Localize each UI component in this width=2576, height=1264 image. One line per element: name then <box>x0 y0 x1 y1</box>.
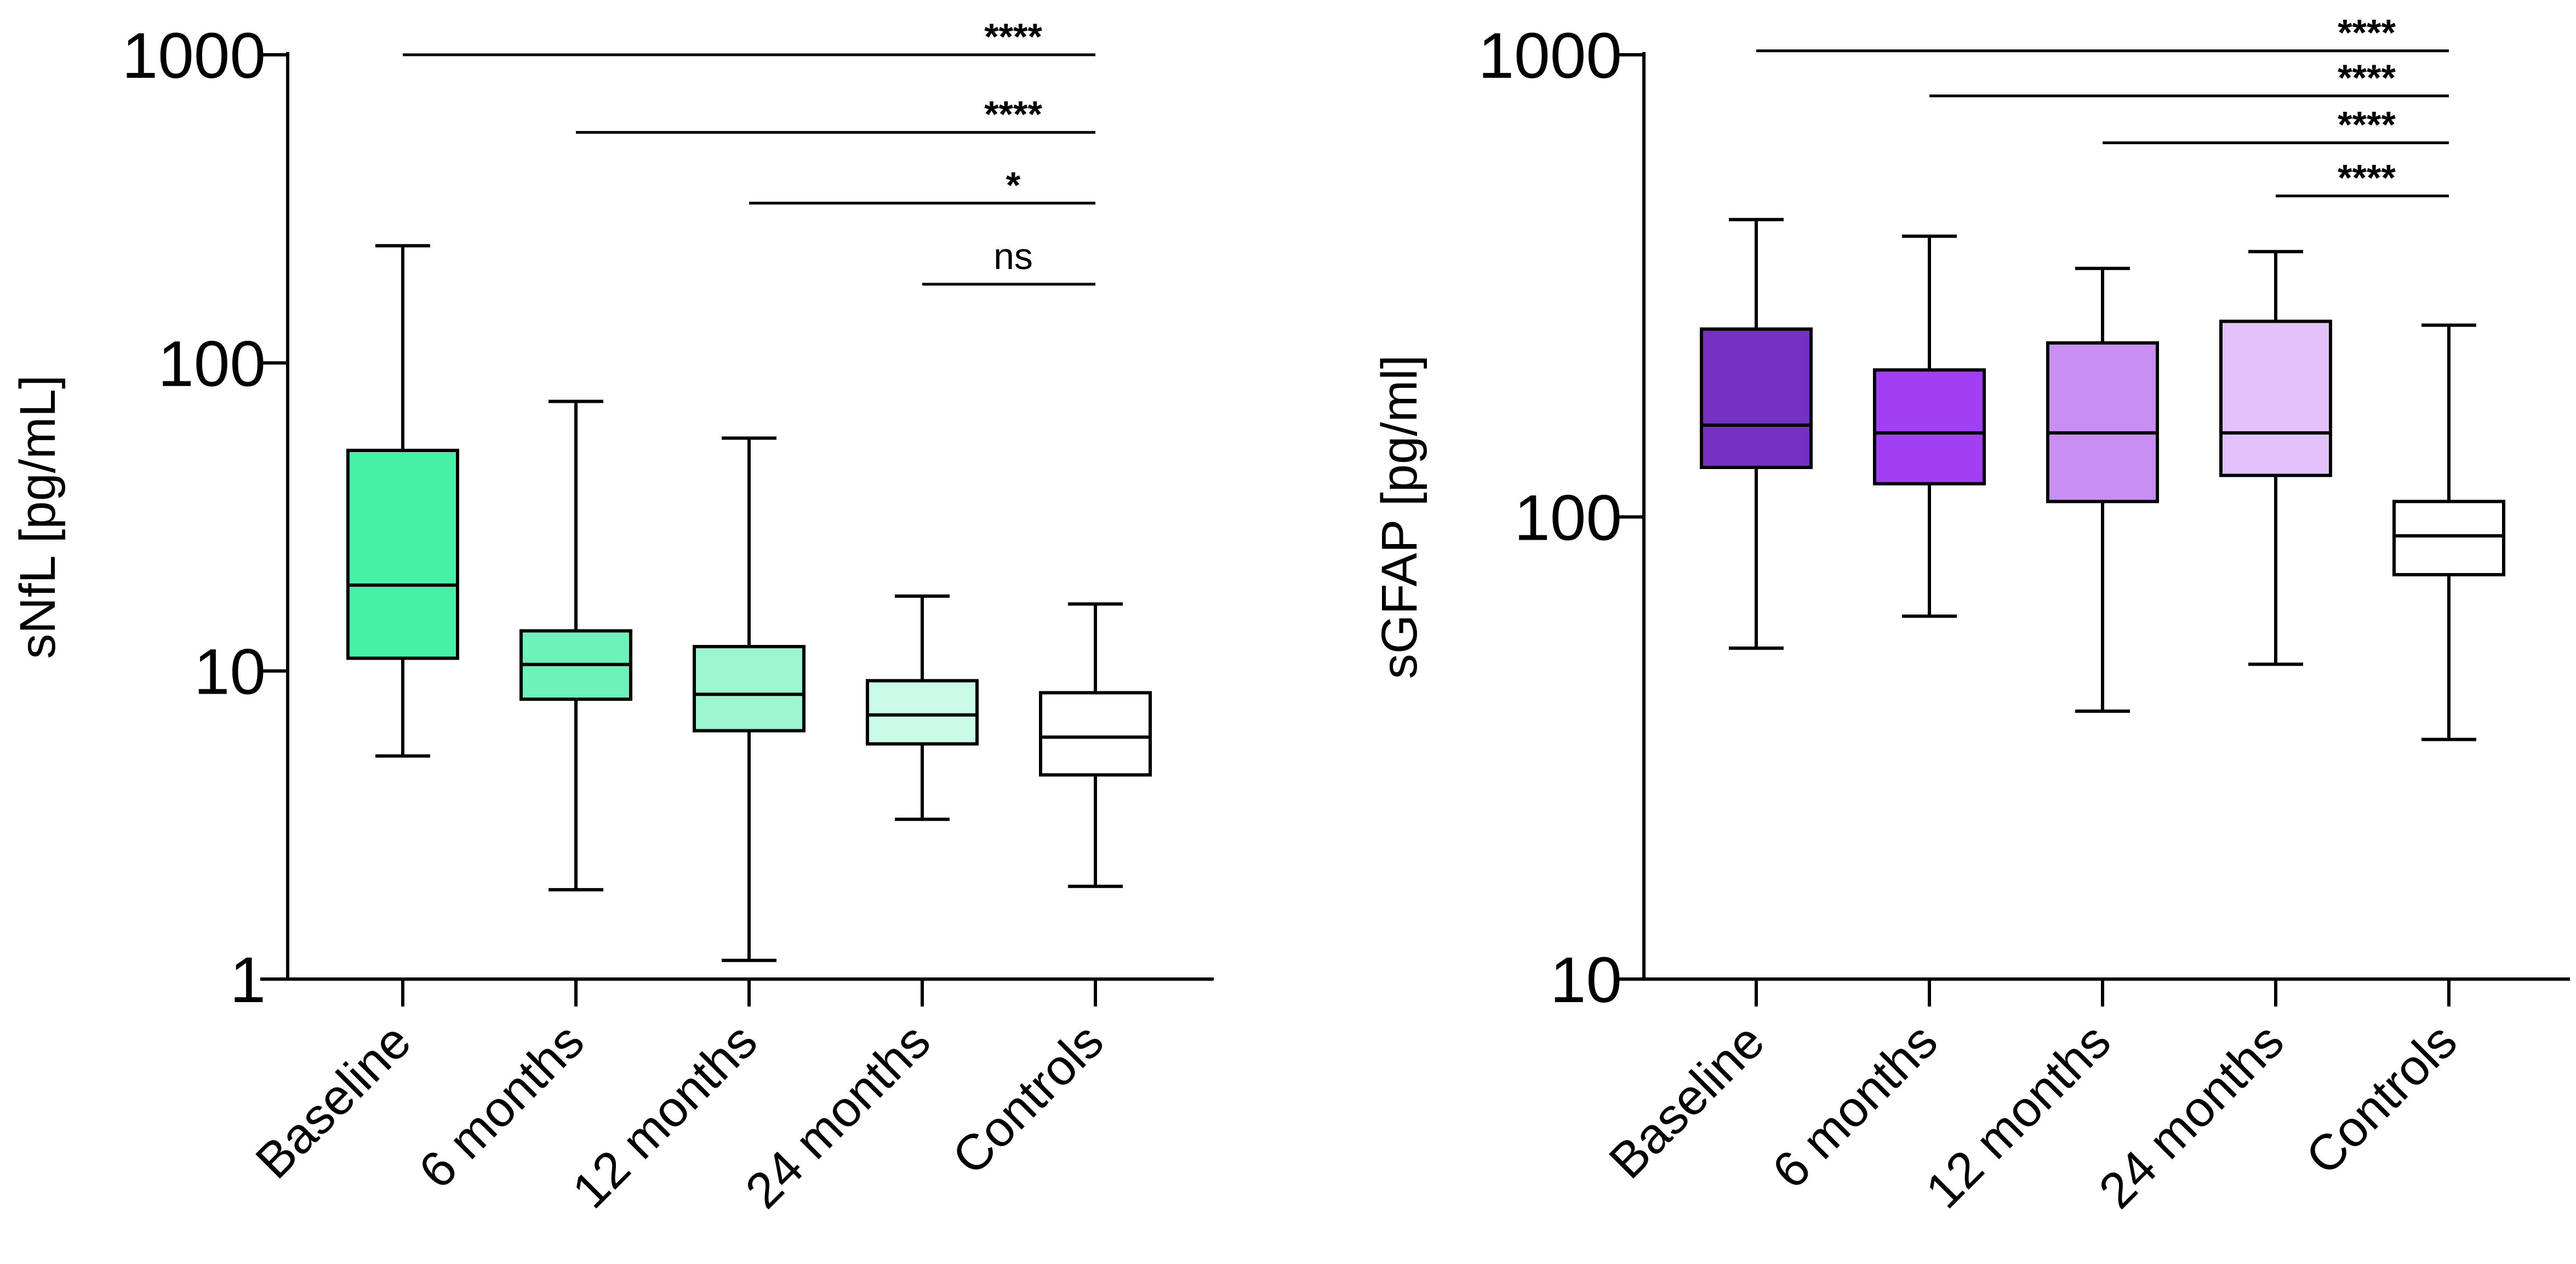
x-category-label: 6 months <box>1762 1013 1948 1199</box>
significance-label: **** <box>2338 104 2396 146</box>
significance-label: ns <box>993 236 1033 277</box>
y-tick-label: 1000 <box>122 20 266 92</box>
iqr-box <box>693 645 806 733</box>
iqr-box <box>2392 500 2505 576</box>
box-plot <box>2392 323 2505 741</box>
x-category-label: 24 months <box>2088 1013 2294 1219</box>
significance-label: **** <box>2338 12 2396 54</box>
box-plot <box>693 436 806 962</box>
y-axis-title: sGFAP [pg/ml] <box>1372 355 1427 679</box>
x-category-label: 12 months <box>562 1013 768 1219</box>
box-plot <box>1873 235 1986 618</box>
y-tick-label: 1 <box>230 944 266 1016</box>
iqr-box <box>2046 341 2159 504</box>
x-category-label: Baseline <box>1598 1013 1775 1189</box>
x-category-label: Baseline <box>245 1013 421 1189</box>
y-tick-label: 100 <box>1514 482 1622 554</box>
box-plot <box>866 594 979 821</box>
significance-label: * <box>1006 164 1021 206</box>
iqr-box <box>2219 319 2332 477</box>
x-category-label: 12 months <box>1915 1013 2121 1219</box>
box-plot <box>519 399 632 891</box>
significance-label: **** <box>2338 157 2396 199</box>
y-axis-title: sNfL [pg/mL] <box>10 375 66 659</box>
y-tick-label: 10 <box>1550 944 1622 1016</box>
box-plot <box>1700 218 1813 650</box>
box-plot <box>346 244 459 758</box>
iqr-box <box>346 449 459 660</box>
y-tick-label: 1000 <box>1478 20 1622 92</box>
iqr-box <box>1873 368 1986 485</box>
box-plot <box>1039 602 1152 888</box>
iqr-box <box>866 679 979 746</box>
significance-label: **** <box>984 16 1042 58</box>
y-tick-label: 100 <box>158 328 266 400</box>
box-plot <box>2046 266 2159 713</box>
x-category-label: 6 months <box>408 1013 595 1199</box>
x-category-label: 24 months <box>735 1013 941 1219</box>
y-tick-label: 10 <box>194 636 266 708</box>
significance-label: **** <box>2338 57 2396 99</box>
box-plot <box>2219 250 2332 666</box>
significance-label: **** <box>984 94 1042 135</box>
iqr-box <box>1700 327 1813 470</box>
iqr-box <box>1039 691 1152 777</box>
x-category-label: Controls <box>942 1013 1114 1185</box>
x-category-label: Controls <box>2295 1013 2468 1185</box>
